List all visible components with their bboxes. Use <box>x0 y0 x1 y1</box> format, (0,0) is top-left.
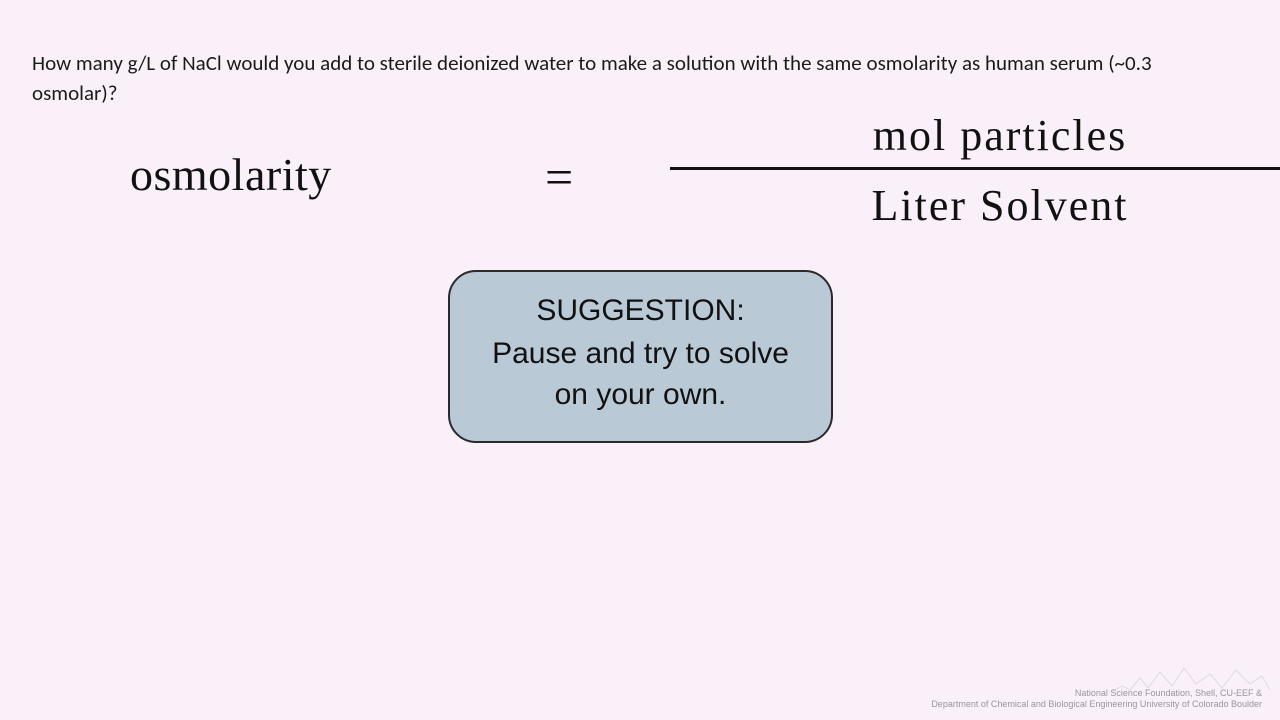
equation-denominator: Liter Solvent <box>670 180 1280 231</box>
equation-equals: = <box>545 148 574 206</box>
suggestion-callout: SUGGESTION: Pause and try to solve on yo… <box>448 270 833 443</box>
suggestion-title: SUGGESTION: <box>474 294 807 328</box>
equation-region: osmolarity = mol particles Liter Solvent <box>130 110 1240 260</box>
equation-numerator: mol particles <box>670 110 1280 161</box>
fraction-bar <box>670 167 1280 170</box>
attribution-line1: National Science Foundation, Shell, CU-E… <box>1075 688 1262 698</box>
equation-fraction: mol particles Liter Solvent <box>670 110 1280 231</box>
suggestion-body: Pause and try to solve on your own. <box>474 334 807 415</box>
equation-lhs: osmolarity <box>130 148 332 201</box>
attribution-block: National Science Foundation, Shell, CU-E… <box>782 688 1262 711</box>
question-text: How many g/L of NaCl would you add to st… <box>32 48 1240 109</box>
attribution-line2: Department of Chemical and Biological En… <box>782 699 1262 710</box>
